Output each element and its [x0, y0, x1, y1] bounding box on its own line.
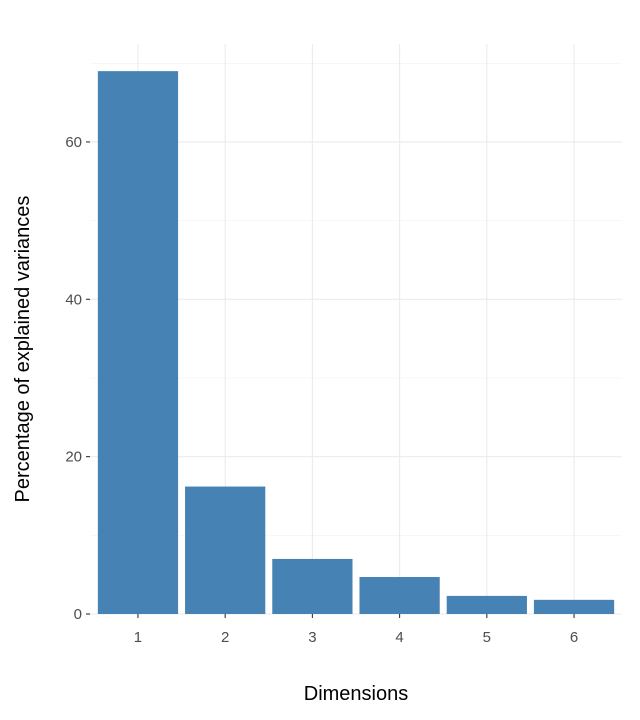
- x-tick-label: 2: [221, 629, 229, 646]
- y-axis: 0 20 40 60: [65, 134, 90, 623]
- x-tick-label: 3: [308, 629, 316, 646]
- y-tick-label: 20: [65, 449, 82, 466]
- x-tick-label: 5: [483, 629, 491, 646]
- x-tick-label: 6: [570, 629, 578, 646]
- x-axis-title: Dimensions: [304, 683, 408, 705]
- grid: [90, 44, 622, 615]
- bar-dimension-1: [97, 71, 179, 614]
- bar-dimension-6: [533, 599, 615, 614]
- bar-dimension-5: [446, 595, 527, 614]
- x-tick-label: 1: [134, 629, 142, 646]
- bar-dimension-3: [272, 558, 353, 614]
- bar-dimension-4: [359, 577, 440, 614]
- y-axis-title: Percentage of explained variances: [12, 196, 34, 503]
- y-tick-label: 40: [65, 291, 82, 308]
- y-tick-label: 60: [65, 134, 82, 151]
- bars: [97, 71, 615, 614]
- x-tick-label: 4: [395, 629, 403, 646]
- x-axis: 1 2 3 4 5 6: [134, 614, 578, 646]
- bar-dimension-2: [185, 486, 266, 614]
- y-tick-label: 0: [74, 606, 82, 623]
